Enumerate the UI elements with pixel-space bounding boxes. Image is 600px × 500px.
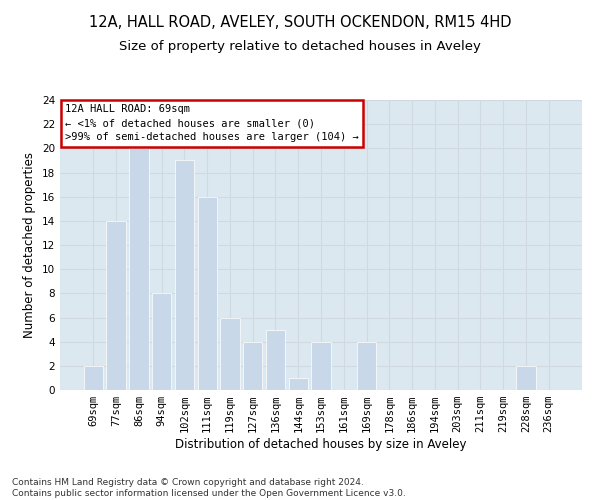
Bar [311, 342, 331, 390]
Bar [220, 318, 239, 390]
Text: Size of property relative to detached houses in Aveley: Size of property relative to detached ho… [119, 40, 481, 53]
Bar [357, 342, 376, 390]
Text: Contains HM Land Registry data © Crown copyright and database right 2024.
Contai: Contains HM Land Registry data © Crown c… [12, 478, 406, 498]
Bar [84, 366, 103, 390]
X-axis label: Distribution of detached houses by size in Aveley: Distribution of detached houses by size … [175, 438, 467, 451]
Bar [243, 342, 262, 390]
Bar [129, 148, 149, 390]
Bar [266, 330, 285, 390]
Text: 12A, HALL ROAD, AVELEY, SOUTH OCKENDON, RM15 4HD: 12A, HALL ROAD, AVELEY, SOUTH OCKENDON, … [89, 15, 511, 30]
Bar [197, 196, 217, 390]
Bar [289, 378, 308, 390]
Bar [106, 221, 126, 390]
Text: 12A HALL ROAD: 69sqm
← <1% of detached houses are smaller (0)
>99% of semi-detac: 12A HALL ROAD: 69sqm ← <1% of detached h… [65, 104, 359, 142]
Bar [152, 294, 172, 390]
Bar [516, 366, 536, 390]
Bar [175, 160, 194, 390]
Y-axis label: Number of detached properties: Number of detached properties [23, 152, 37, 338]
